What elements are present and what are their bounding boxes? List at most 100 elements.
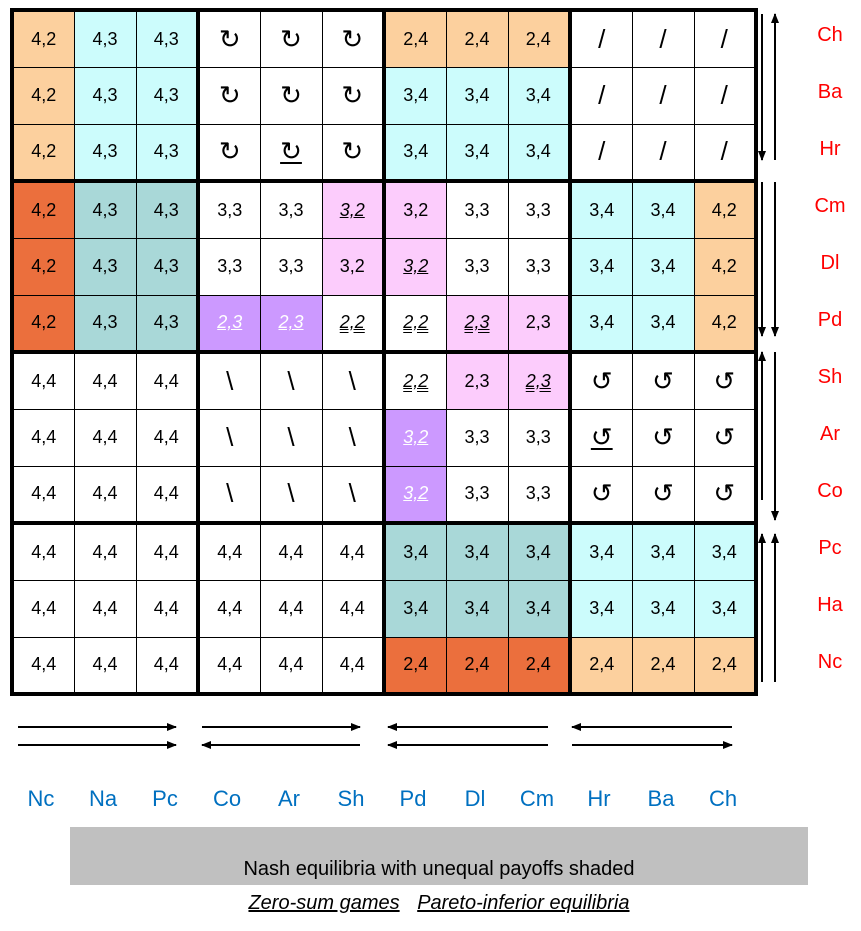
row-label: Ba	[817, 81, 843, 103]
payoff-cell: ↺	[693, 350, 758, 410]
payoff-cell: 3,3	[196, 237, 261, 296]
payoff-cell: 3,4	[631, 521, 695, 581]
payoff-cell: 4,4	[73, 408, 137, 467]
payoff-cell: 3,4	[631, 294, 695, 353]
payoff-cell: 3,2	[321, 237, 385, 296]
grid-row: 4,4 4,4 4,4 4,4 4,4 4,4 2,4 2,4 2,4 2,4 2,4 2,4	[10, 636, 758, 696]
payoff-cell: 4,4	[10, 408, 75, 467]
grid-row: 4,2 4,3 4,3 2,3 2,3 2,2 2,2 2,3 2,3 3,4 3,4 4,2	[10, 294, 758, 353]
payoff-cell: 3,4	[445, 579, 509, 638]
payoff-cell: 4,4	[321, 636, 385, 696]
payoff-cell: /	[693, 123, 758, 182]
payoff-cell: 3,4	[382, 521, 447, 581]
payoff-cell: 3,4	[631, 179, 695, 239]
payoff-cell: 4,2	[10, 237, 75, 296]
payoff-cell: /	[631, 123, 695, 182]
payoff-cell: 3,3	[445, 465, 509, 524]
payoff-cell: 3,2	[321, 179, 385, 239]
payoff-cell: 4,4	[135, 350, 199, 410]
payoff-cell: 4,4	[135, 465, 199, 524]
column-label: Pd	[399, 786, 427, 811]
preference-arrows	[18, 13, 779, 749]
payoff-cell: 4,4	[259, 521, 323, 581]
grid-row: 4,2 4,3 4,3 3,3 3,3 3,2 3,2 3,3 3,3 3,4 3,4 4,2	[10, 179, 758, 239]
payoff-cell: 4,3	[73, 237, 137, 296]
payoff-cell: 2,4	[382, 636, 447, 696]
payoff-cell: 4,4	[10, 579, 75, 638]
row-label: Sh	[817, 366, 843, 388]
payoff-cell: 2,3	[507, 350, 571, 410]
payoff-cell: 2,3	[507, 294, 571, 353]
payoff-cell: 4,3	[135, 294, 199, 353]
payoff-cell: 2,2	[382, 350, 447, 410]
payoff-cell: 4,2	[10, 123, 75, 182]
payoff-cell: 4,2	[10, 179, 75, 239]
column-label: Co	[212, 786, 242, 811]
payoff-cell: 4,4	[196, 636, 261, 696]
payoff-cell: 4,4	[321, 521, 385, 581]
payoff-cell: 4,4	[196, 521, 261, 581]
payoff-cell: 3,4	[507, 123, 571, 182]
payoff-cell: 4,3	[135, 179, 199, 239]
payoff-cell: 2,3	[445, 294, 509, 353]
payoff-cell: ↺	[631, 350, 695, 410]
payoff-cell: /	[568, 8, 633, 68]
payoff-cell: /	[631, 66, 695, 125]
payoff-cell: 2,4	[445, 636, 509, 696]
grid-row: 4,4 4,4 4,4 \ \ \ 3,2 3,3 3,3 ↺ ↺ ↺	[10, 465, 758, 524]
column-label: Sh	[337, 786, 365, 811]
payoff-cell: 4,4	[135, 408, 199, 467]
payoff-cell: 3,3	[445, 408, 509, 467]
payoff-cell: 3,4	[568, 237, 633, 296]
payoff-cell: 3,4	[507, 66, 571, 125]
grid-row: 4,2 4,3 4,3 ↻ ↻ ↻ 3,4 3,4 3,4// /	[10, 123, 758, 182]
column-label: Dl	[464, 786, 486, 811]
payoff-cell: 4,3	[135, 66, 199, 125]
column-label: Ba	[647, 786, 675, 811]
grid-row: 4,4 4,4 4,4 4,4 4,4 4,4 3,4 3,4 3,4 3,4 3,4 3,4	[10, 579, 758, 638]
payoff-cell: ↺	[631, 465, 695, 524]
payoff-cell: 2,2	[382, 294, 447, 353]
payoff-cell: /	[693, 8, 758, 68]
payoff-grid: 4,2 4,3 4,3 ↻ ↻ ↻ 2,4 2,4 2,4///4,2 4,3 4,3 ↻ ↻ ↻ 3,4 3…	[10, 8, 758, 696]
payoff-cell: 2,4	[693, 636, 758, 696]
grid-row: 4,2 4,3 4,3 ↻ ↻ ↻ 3,4 3,4 3,4// /	[10, 66, 758, 125]
payoff-cell: 4,3	[135, 237, 199, 296]
payoff-cell: 3,4	[693, 521, 758, 581]
row-label: Pd	[817, 309, 843, 331]
payoff-cell: \	[321, 408, 385, 467]
payoff-cell: /	[693, 66, 758, 125]
payoff-cell: 3,4	[568, 294, 633, 353]
payoff-cell: 4,2	[10, 66, 75, 125]
column-label: Cm	[519, 786, 555, 811]
payoff-cell: ↻	[196, 123, 261, 182]
row-label: Dl	[820, 252, 840, 274]
legend-pareto: Pareto-inferior equilibria	[417, 892, 630, 914]
row-label: Ar	[820, 423, 840, 445]
payoff-cell: 4,4	[196, 579, 261, 638]
payoff-cell: ↻	[321, 123, 385, 182]
legend-zero-sum: Zero-sum games	[248, 892, 400, 914]
grid-row: 4,2 4,3 4,3 3,3 3,3 3,2 3,2 3,3 3,3 3,4 3,4 4,2	[10, 237, 758, 296]
legend-subtitle: Zero-sum games Pareto-inferior equilibri…	[70, 892, 808, 915]
payoff-cell: 2,4	[445, 8, 509, 68]
row-label: Ch	[817, 24, 843, 46]
payoff-cell: 4,3	[73, 294, 137, 353]
payoff-cell: 2,3	[196, 294, 261, 353]
legend-shaded-note: Nash equilibria with unequal payoffs sha…	[70, 827, 808, 885]
payoff-cell: ↺	[568, 350, 633, 410]
payoff-cell: 3,4	[568, 179, 633, 239]
payoff-cell: 2,4	[382, 8, 447, 68]
payoff-cell: 4,2	[693, 294, 758, 353]
payoff-cell: 2,3	[259, 294, 323, 353]
payoff-cell: 3,4	[693, 579, 758, 638]
payoff-cell: \	[259, 465, 323, 524]
payoff-cell: ↻	[321, 66, 385, 125]
row-label: Nc	[817, 651, 843, 673]
payoff-cell: \	[259, 350, 323, 410]
payoff-cell: 4,4	[73, 465, 137, 524]
payoff-cell: 4,3	[73, 66, 137, 125]
payoff-cell: 2,4	[631, 636, 695, 696]
payoff-cell: \	[259, 408, 323, 467]
payoff-cell: 4,4	[135, 636, 199, 696]
